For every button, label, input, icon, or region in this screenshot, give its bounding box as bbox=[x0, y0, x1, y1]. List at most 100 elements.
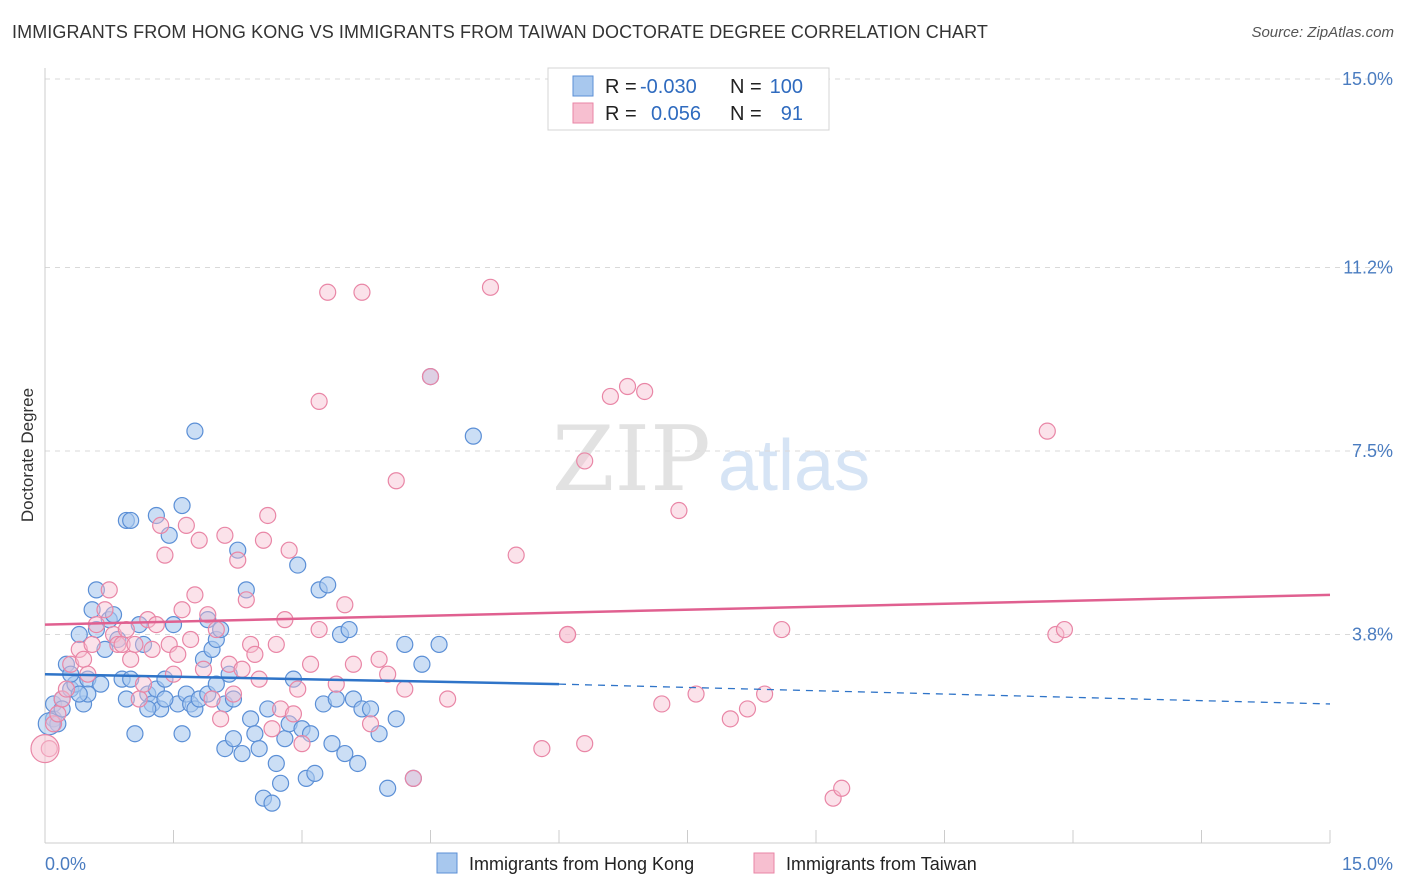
point-hong-kong bbox=[166, 617, 182, 633]
point-taiwan bbox=[311, 393, 327, 409]
point-taiwan bbox=[388, 473, 404, 489]
legend-n-label-pink: N = bbox=[730, 103, 762, 125]
point-taiwan bbox=[153, 517, 169, 533]
point-taiwan bbox=[290, 681, 306, 697]
point-taiwan bbox=[84, 636, 100, 652]
point-hong-kong bbox=[363, 701, 379, 717]
point-taiwan bbox=[144, 641, 160, 657]
bottom-legend-label-taiwan: Immigrants from Taiwan bbox=[786, 854, 977, 874]
scatter-chart: ZIP atlas 3.8%7.5%11.2%15.0%0.0% 15.0% Do… bbox=[0, 0, 1406, 892]
point-hong-kong bbox=[290, 557, 306, 573]
point-hong-kong bbox=[465, 428, 481, 444]
point-taiwan bbox=[620, 379, 636, 395]
point-taiwan bbox=[423, 369, 439, 385]
point-taiwan bbox=[757, 686, 773, 702]
correlation-legend: R = -0.030 N = 100 R = 0.056 N = 91 bbox=[548, 68, 829, 130]
point-taiwan bbox=[131, 691, 147, 707]
point-taiwan bbox=[337, 597, 353, 613]
point-taiwan bbox=[440, 691, 456, 707]
point-taiwan bbox=[58, 681, 74, 697]
point-taiwan bbox=[127, 636, 143, 652]
point-hong-kong bbox=[174, 726, 190, 742]
point-taiwan bbox=[76, 651, 92, 667]
point-taiwan bbox=[371, 651, 387, 667]
point-taiwan bbox=[722, 711, 738, 727]
point-hong-kong bbox=[350, 755, 366, 771]
point-taiwan bbox=[234, 661, 250, 677]
point-taiwan bbox=[311, 622, 327, 638]
point-taiwan bbox=[255, 532, 271, 548]
point-hong-kong bbox=[234, 746, 250, 762]
y-axis-label: Doctorate Degree bbox=[18, 388, 37, 522]
trend-line-hong-kong-extension bbox=[559, 684, 1330, 704]
point-taiwan bbox=[345, 656, 361, 672]
point-taiwan bbox=[508, 547, 524, 563]
point-taiwan bbox=[247, 646, 263, 662]
bottom-legend-swatch-pink bbox=[754, 853, 774, 873]
point-taiwan bbox=[191, 532, 207, 548]
point-taiwan bbox=[97, 602, 113, 618]
point-taiwan bbox=[577, 453, 593, 469]
point-taiwan bbox=[195, 661, 211, 677]
point-taiwan bbox=[170, 646, 186, 662]
point-hong-kong bbox=[243, 711, 259, 727]
series-legend: Immigrants from Hong Kong Immigrants fro… bbox=[437, 853, 977, 874]
point-taiwan bbox=[671, 503, 687, 519]
point-hong-kong bbox=[251, 741, 267, 757]
y-tick-label: 7.5% bbox=[1352, 441, 1393, 461]
y-tick-label: 3.8% bbox=[1352, 625, 1393, 645]
point-taiwan bbox=[397, 681, 413, 697]
point-taiwan bbox=[405, 770, 421, 786]
point-taiwan bbox=[534, 741, 550, 757]
point-hong-kong bbox=[273, 775, 289, 791]
point-taiwan bbox=[1056, 622, 1072, 638]
point-hong-kong bbox=[414, 656, 430, 672]
point-taiwan bbox=[157, 547, 173, 563]
point-taiwan bbox=[260, 507, 276, 523]
legend-r-label-pink: R = bbox=[605, 103, 637, 125]
point-taiwan bbox=[285, 706, 301, 722]
point-hong-kong bbox=[264, 795, 280, 811]
legend-n-value-pink: 91 bbox=[781, 103, 803, 125]
point-hong-kong bbox=[247, 726, 263, 742]
bottom-legend-label-hong-kong: Immigrants from Hong Kong bbox=[469, 854, 694, 874]
point-taiwan bbox=[213, 711, 229, 727]
point-hong-kong bbox=[225, 731, 241, 747]
point-taiwan bbox=[577, 736, 593, 752]
point-hong-kong bbox=[187, 423, 203, 439]
point-hong-kong bbox=[307, 765, 323, 781]
y-tick-label: 15.0% bbox=[1342, 69, 1393, 89]
point-hong-kong bbox=[328, 691, 344, 707]
point-hong-kong bbox=[397, 636, 413, 652]
point-taiwan bbox=[187, 587, 203, 603]
point-hong-kong bbox=[431, 636, 447, 652]
point-taiwan bbox=[688, 686, 704, 702]
point-hong-kong bbox=[268, 755, 284, 771]
point-hong-kong bbox=[320, 577, 336, 593]
legend-swatch-blue bbox=[573, 76, 593, 96]
point-hong-kong bbox=[380, 780, 396, 796]
legend-r-value-pink: 0.056 bbox=[651, 103, 701, 125]
point-taiwan bbox=[637, 383, 653, 399]
point-hong-kong bbox=[388, 711, 404, 727]
point-taiwan bbox=[1039, 423, 1055, 439]
bottom-legend-swatch-blue bbox=[437, 853, 457, 873]
legend-n-label-blue: N = bbox=[730, 76, 762, 98]
point-taiwan-cluster bbox=[31, 735, 59, 763]
point-taiwan bbox=[268, 636, 284, 652]
legend-swatch-pink bbox=[573, 103, 593, 123]
point-hong-kong bbox=[127, 726, 143, 742]
point-taiwan bbox=[602, 388, 618, 404]
point-taiwan bbox=[354, 284, 370, 300]
point-hong-kong bbox=[341, 622, 357, 638]
point-taiwan bbox=[208, 622, 224, 638]
legend-r-label-blue: R = bbox=[605, 76, 637, 98]
point-hong-kong bbox=[123, 512, 139, 528]
point-taiwan bbox=[148, 617, 164, 633]
watermark-zip: ZIP bbox=[552, 407, 711, 512]
point-taiwan bbox=[174, 602, 190, 618]
point-taiwan bbox=[281, 542, 297, 558]
point-hong-kong bbox=[157, 691, 173, 707]
point-taiwan bbox=[294, 736, 310, 752]
point-hong-kong bbox=[174, 498, 190, 514]
